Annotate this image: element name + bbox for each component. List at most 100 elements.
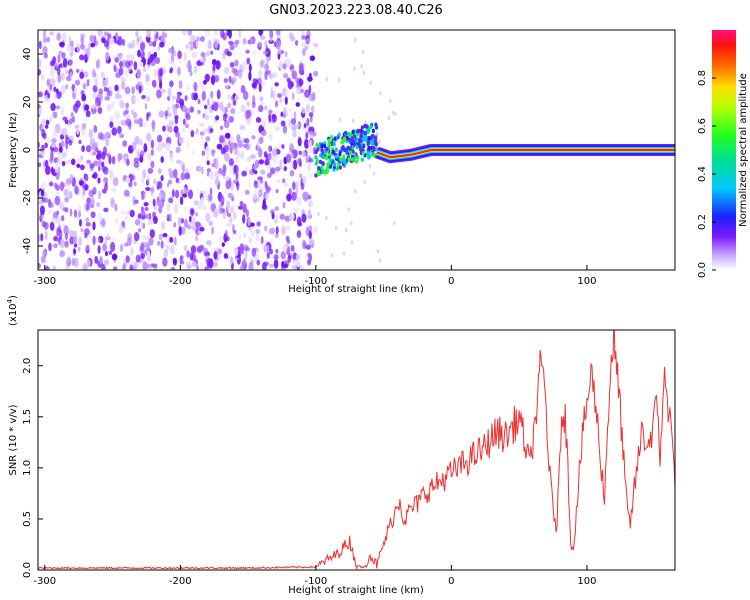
- noise-speckle: [83, 203, 87, 212]
- colorbar-tick-label: 0.2: [697, 214, 708, 230]
- sparse-speckle: [345, 228, 348, 233]
- noise-speckle: [111, 155, 116, 165]
- noise-speckle: [161, 142, 166, 148]
- noise-speckle: [126, 54, 132, 62]
- sparse-speckle: [353, 66, 356, 71]
- noise-speckle: [200, 196, 204, 207]
- noise-speckle: [50, 166, 54, 175]
- noise-speckle: [245, 209, 249, 218]
- noise-speckle: [283, 182, 288, 188]
- noise-speckle: [260, 136, 264, 144]
- noise-speckle: [184, 95, 188, 102]
- noise-speckle: [148, 40, 154, 47]
- noise-speckle: [305, 104, 310, 113]
- noise-speckle: [306, 30, 311, 39]
- noise-speckle: [277, 141, 282, 149]
- colorbar-tick-label: 0.4: [697, 166, 708, 182]
- noise-speckle: [91, 174, 96, 179]
- noise-speckle: [262, 261, 267, 270]
- noise-speckle: [152, 198, 156, 207]
- noise-speckle: [172, 50, 177, 57]
- noise-speckle: [306, 252, 311, 258]
- noise-speckle: [186, 260, 192, 266]
- noise-speckle: [96, 201, 101, 208]
- transition-speckle: [351, 129, 355, 135]
- noise-speckle: [169, 244, 175, 255]
- noise-speckle: [127, 233, 133, 241]
- noise-speckle: [49, 221, 55, 231]
- transition-speckle: [338, 151, 342, 157]
- noise-speckle: [213, 261, 218, 268]
- noise-speckle: [243, 232, 247, 239]
- noise-speckle: [132, 111, 138, 119]
- noise-speckle: [291, 191, 297, 201]
- noise-speckle: [150, 186, 155, 193]
- noise-speckle: [93, 35, 97, 44]
- noise-speckle: [265, 186, 272, 192]
- x-tick-label: -200: [169, 576, 192, 587]
- noise-speckle: [292, 181, 296, 191]
- noise-speckle: [184, 107, 190, 117]
- noise-speckle: [88, 151, 94, 157]
- noise-speckle: [250, 154, 256, 159]
- noise-speckle: [73, 248, 76, 255]
- noise-speckle: [248, 63, 252, 72]
- noise-speckle: [274, 126, 280, 131]
- noise-speckle: [212, 210, 218, 218]
- noise-speckle: [282, 178, 286, 184]
- noise-speckle: [209, 128, 214, 133]
- noise-speckle: [40, 233, 44, 242]
- noise-speckle: [60, 72, 66, 81]
- noise-speckle: [307, 76, 313, 82]
- noise-speckle: [215, 115, 220, 121]
- noise-speckle: [85, 217, 90, 223]
- sparse-speckle: [338, 117, 342, 122]
- noise-speckle: [43, 197, 49, 203]
- noise-speckle: [57, 166, 61, 176]
- noise-speckle: [137, 49, 141, 58]
- noise-speckle: [177, 217, 181, 226]
- noise-speckle: [230, 142, 235, 148]
- transition-speckle: [372, 145, 376, 151]
- noise-speckle: [234, 146, 239, 153]
- noise-speckle: [182, 193, 188, 198]
- noise-speckle: [65, 257, 72, 267]
- transition-speckle: [330, 135, 334, 140]
- noise-speckle: [138, 35, 143, 42]
- noise-speckle: [172, 107, 178, 116]
- noise-speckle: [72, 105, 76, 110]
- noise-speckle: [103, 207, 109, 213]
- noise-speckle: [123, 189, 130, 197]
- noise-speckle: [304, 139, 309, 149]
- noise-speckle: [73, 87, 78, 95]
- transition-speckle: [373, 138, 377, 144]
- noise-speckle: [194, 221, 201, 227]
- noise-speckle: [248, 237, 253, 244]
- noise-speckle: [82, 83, 87, 90]
- transition-speckle: [337, 132, 341, 137]
- noise-speckle: [262, 198, 266, 209]
- noise-speckle: [152, 263, 158, 269]
- noise-speckle: [81, 128, 86, 137]
- noise-speckle: [240, 150, 245, 160]
- noise-speckle: [124, 242, 129, 247]
- noise-speckle: [278, 60, 283, 71]
- noise-speckle: [296, 196, 302, 206]
- noise-speckle: [305, 226, 310, 236]
- noise-speckle: [109, 241, 116, 252]
- noise-speckle: [285, 235, 290, 242]
- noise-speckle: [277, 48, 282, 55]
- noise-speckle: [126, 158, 130, 166]
- noise-speckle: [56, 210, 60, 216]
- noise-speckle: [141, 94, 146, 100]
- colorbar-gradient: [712, 30, 736, 270]
- noise-speckle: [165, 244, 170, 251]
- noise-speckle: [180, 218, 185, 224]
- noise-speckle: [88, 189, 95, 198]
- noise-speckle: [62, 57, 68, 68]
- noise-speckle: [39, 123, 43, 132]
- noise-speckle: [204, 30, 211, 38]
- noise-speckle: [228, 75, 232, 84]
- noise-speckle: [103, 159, 109, 164]
